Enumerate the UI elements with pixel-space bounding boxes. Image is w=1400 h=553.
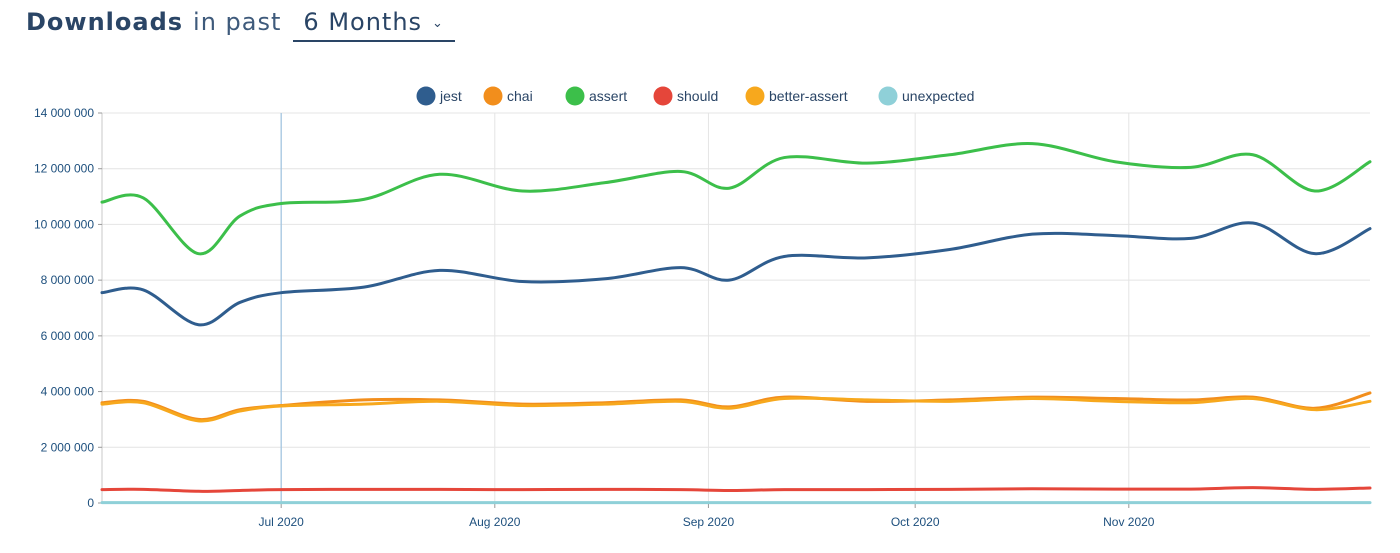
y-axis: 0 2 000 000 4 000 000 6 000 000 8 000 000 10 … [34,106,102,510]
series-line-should [100,486,1372,493]
legend-label-jest: jest [439,88,462,104]
x-tick-label: Nov 2020 [1103,515,1155,529]
legend-swatch-unexpected [878,86,898,106]
legend-swatch-should [653,86,673,106]
legend-swatch-jest [416,86,436,106]
legend-swatch-better-assert [745,86,765,106]
header-subtitle: in past [193,8,282,36]
legend-label-chai: chai [507,88,533,104]
x-tick-label: Sep 2020 [683,515,735,529]
downloads-header: Downloads in past 6 Months ⌄ [26,8,455,42]
y-tick-label: 12 000 000 [34,162,94,176]
x-tick-label: Oct 2020 [891,515,940,529]
series-line-assert [100,142,1372,256]
legend-label-better-assert: better-assert [769,88,848,104]
legend-label-should: should [677,88,718,104]
chart-series [100,142,1372,505]
series-line-better-assert [100,396,1372,423]
y-tick-label: 6 000 000 [41,329,95,343]
x-axis: Jul 2020 Aug 2020 Sep 2020 Oct 2020 Nov 2020 [258,503,1155,529]
chevron-down-icon: ⌄ [432,15,443,30]
legend-swatch-assert [565,86,585,106]
legend-label-assert: assert [589,88,627,104]
period-selected-value: 6 Months [303,8,423,36]
legend-swatch-chai [483,86,503,106]
y-tick-label: 10 000 000 [34,217,94,231]
x-tick-label: Aug 2020 [469,515,521,529]
y-tick-label: 4 000 000 [41,385,95,399]
legend-label-unexpected: unexpected [902,88,974,104]
y-tick-label: 0 [87,496,94,510]
y-tick-label: 2 000 000 [41,440,95,454]
header-title: Downloads [26,8,184,36]
y-tick-label: 14 000 000 [34,106,94,120]
y-tick-label: 8 000 000 [41,273,95,287]
x-tick-label: Jul 2020 [258,515,304,529]
series-line-jest [100,221,1372,327]
chart-legend: jest chai assert should better-assert unexpec… [416,86,974,106]
period-dropdown[interactable]: 6 Months ⌄ [293,8,455,42]
chart-grid [101,112,1370,504]
